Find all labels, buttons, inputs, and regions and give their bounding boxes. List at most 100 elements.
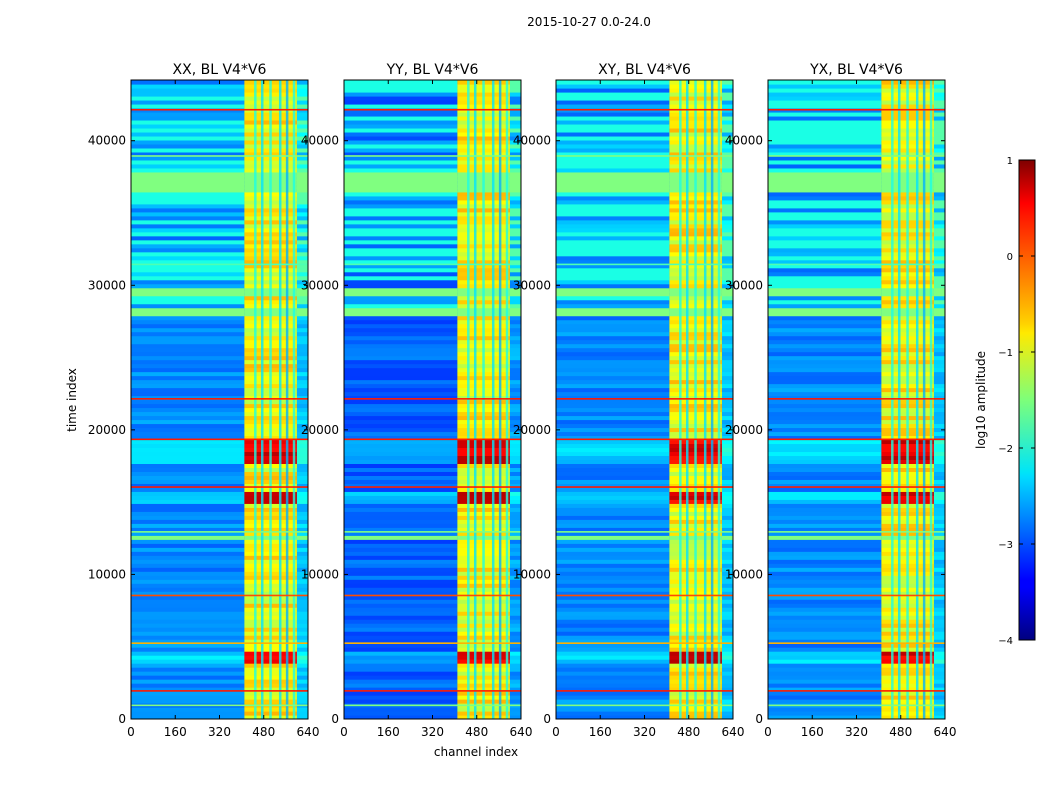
heatmap-cell — [556, 179, 670, 185]
heatmap-cell — [344, 491, 458, 496]
heatmap-cell — [556, 419, 670, 425]
heatmap-cell — [768, 587, 882, 592]
heatmap-cell — [344, 667, 458, 672]
heatmap-cell — [509, 339, 521, 345]
heatmap-cell — [721, 175, 733, 181]
heatmap-cell — [296, 559, 308, 564]
heatmap-cell — [344, 499, 458, 504]
heatmap-cell — [933, 439, 945, 445]
heatmap-cell — [556, 263, 670, 269]
heatmap-cell — [131, 651, 245, 656]
flag-line — [556, 108, 733, 111]
heatmap-cell — [131, 647, 245, 652]
heatmap-cell — [344, 639, 458, 644]
heatmap-cell — [344, 231, 458, 237]
heatmap-cell — [131, 667, 245, 672]
heatmap-cell — [556, 619, 670, 624]
heatmap-cell — [131, 699, 245, 704]
heatmap-cell — [131, 207, 245, 213]
heatmap-cell — [296, 539, 308, 544]
heatmap-cell — [131, 295, 245, 301]
heatmap-cell — [933, 375, 945, 381]
heatmap-cell — [933, 475, 945, 480]
heatmap-cell — [933, 135, 945, 141]
heatmap-cell — [344, 227, 458, 233]
heatmap-cell — [933, 555, 945, 560]
heatmap-cell — [721, 215, 733, 221]
heatmap-cell — [721, 451, 733, 457]
heatmap-cell — [344, 95, 458, 101]
heatmap-cell — [509, 111, 521, 117]
heatmap-cell — [296, 143, 308, 149]
heatmap-cell — [721, 507, 733, 512]
heatmap-cell — [131, 275, 245, 281]
heatmap-cell — [721, 567, 733, 572]
heatmap-cell — [131, 175, 245, 181]
heatmap-cell — [721, 483, 733, 488]
heatmap-cell — [768, 135, 882, 141]
heatmap-cell — [509, 655, 521, 660]
heatmap-cell — [509, 651, 521, 656]
heatmap-cell — [933, 499, 945, 504]
heatmap-cell — [721, 563, 733, 568]
panel-xx: XX, BL V4*V6 0 160 320 480 640 0 10000 20000 3000… — [88, 62, 320, 739]
heatmap-cell — [768, 715, 882, 719]
y-tick-label: 0 — [331, 712, 339, 726]
heatmap-cell — [344, 207, 458, 213]
heatmap-cell — [509, 547, 521, 552]
heatmap-cell — [556, 599, 670, 604]
heatmap-cell — [509, 603, 521, 608]
heatmap-cell — [933, 279, 945, 285]
heatmap-cell — [556, 283, 670, 289]
heatmap-cell — [131, 151, 245, 157]
heatmap-cell — [296, 463, 308, 468]
heatmap-cell — [768, 659, 882, 664]
heatmap-cell — [768, 151, 882, 157]
heatmap-cell — [296, 599, 308, 604]
heatmap-cell — [768, 295, 882, 301]
heatmap-cell — [296, 263, 308, 269]
heatmap-cell — [768, 95, 882, 101]
heatmap-cell — [768, 87, 882, 93]
heatmap-cell — [509, 195, 521, 201]
heatmap-cell — [344, 343, 458, 349]
heatmap-cell — [556, 699, 670, 704]
heatmap-cell — [344, 543, 458, 548]
heatmap-cell — [296, 479, 308, 484]
heatmap-cell — [721, 419, 733, 425]
heatmap-cell — [131, 531, 245, 536]
heatmap-cell — [509, 183, 521, 189]
heatmap-cell — [933, 591, 945, 596]
heatmap-cell — [131, 431, 245, 437]
heatmap-cell — [509, 543, 521, 548]
heatmap-cell — [721, 259, 733, 265]
heatmap-cell — [296, 459, 308, 464]
heatmap-cell — [131, 231, 245, 237]
heatmap-cell — [344, 199, 458, 205]
heatmap-cell — [556, 487, 670, 492]
heatmap-cell — [344, 631, 458, 636]
heatmap-cell — [131, 91, 245, 97]
heatmap-cell — [556, 379, 670, 385]
heatmap-cell — [556, 671, 670, 676]
heatmap-cell — [933, 447, 945, 453]
heatmap-cell — [509, 523, 521, 528]
heatmap-cell — [509, 451, 521, 457]
heatmap-cell — [131, 287, 245, 293]
heatmap-cell — [296, 687, 308, 692]
heatmap-cell — [721, 223, 733, 229]
heatmap-cell — [556, 291, 670, 297]
heatmap-cell — [933, 351, 945, 357]
heatmap-cell — [933, 519, 945, 524]
heatmap-cell — [131, 679, 245, 684]
heatmap-cell — [556, 407, 670, 413]
heatmap-cell — [556, 327, 670, 333]
heatmap-cell — [509, 483, 521, 488]
heatmap-cell — [721, 355, 733, 361]
heatmap-cell — [131, 547, 245, 552]
heatmap-cell — [344, 119, 458, 125]
heatmap-cell — [131, 279, 245, 285]
heatmap-cell — [509, 579, 521, 584]
heatmap-cell — [344, 143, 458, 149]
heatmap-cell — [933, 315, 945, 321]
